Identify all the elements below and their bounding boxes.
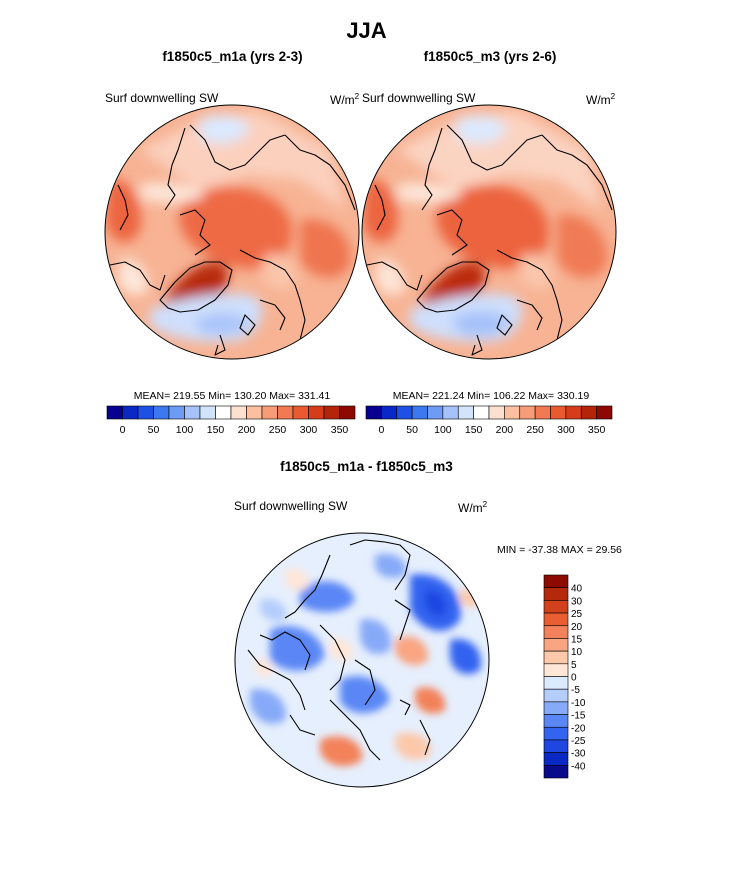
panel3-colorbar-tick-label: 40 [571,584,583,595]
panel1-colorbar-swatch [261,405,278,420]
panel2-colorbar-tick-label: 100 [434,424,452,436]
panel3-colorbar-swatch [543,625,569,639]
panel1-colorbar-swatch [215,405,232,420]
panel2-colorbar-tick-label: 150 [465,424,483,436]
panel1-colorbar-tick-label: 200 [238,424,256,436]
panel3-colorbar-tick-label: -15 [571,711,586,722]
panel3-colorbar-swatch [543,574,569,588]
panel1-colorbar-swatch [199,405,216,420]
panel3-colorbar-tick-label: 10 [571,647,583,658]
panel2-colorbar-tick-label: 250 [526,424,544,436]
panel3-case-title: f1850c5_m1a - f1850c5_m3 [280,459,453,474]
panel2-variable-label: Surf downwelling SW [362,91,476,105]
panel3-colorbar-swatch [543,688,569,703]
panel3-colorbar-tick-label: -10 [571,698,586,709]
panel1-units: W/m2 [330,92,360,107]
panel3-colorbar-tick-label: 25 [571,609,583,620]
panel3-colorbar-swatch [543,650,569,665]
panel2-colorbar-tick-label: 0 [378,424,384,436]
panel2-colorbar-tick-label: 350 [588,424,606,436]
panel3-colorbar-swatch [543,701,569,715]
panel1-colorbar-swatch [246,405,263,420]
figure-title: JJA [346,18,387,43]
panel2-colorbar-swatch [381,405,398,420]
panel3-colorbar-swatch [543,612,569,627]
panel1-colorbar-tick-label: 100 [176,424,194,436]
panel2-colorbar-swatch [396,405,413,420]
panel1-colorbar-tick-label: 50 [148,424,160,436]
panel1-stats: MEAN= 219.55 Min= 130.20 Max= 331.41 [133,390,331,402]
panel3-minmax: MIN = -37.38 MAX = 29.56 [497,544,622,556]
panel2-colorbar-swatch [427,405,444,420]
panel2-colorbar-swatch [565,405,582,420]
panel3-colorbar-swatch [543,726,569,741]
panel1-colorbar-tick-label: 150 [207,424,225,436]
panel1-colorbar-swatch [184,405,201,420]
panel3-colorbar-tick-label: 30 [571,596,583,607]
panel2-colorbar-swatch [488,405,505,420]
panel1-colorbar-swatch [122,405,139,420]
panel3-colorbar-tick-label: -30 [571,749,586,760]
panel1-colorbar-swatch [339,405,356,420]
panel3-colorbar-tick-label: 0 [571,673,577,684]
panel3-colorbar-swatch [543,714,569,728]
panel2-colorbar-tick-label: 200 [496,424,514,436]
panel3-colorbar-swatch [543,739,569,753]
panel1-colorbar-swatch [308,405,325,420]
panel2-colorbar-swatch [457,405,474,420]
panel2-colorbar-swatch [473,405,490,420]
panel1-variable-label: Surf downwelling SW [105,91,219,105]
panel2-case-title: f1850c5_m3 (yrs 2-6) [423,49,557,64]
panel1-colorbar-tick-label: 300 [300,424,318,436]
panel2-stats: MEAN= 221.24 Min= 106.22 Max= 330.19 [392,390,590,402]
panel3-colorbar-tick-label: -20 [571,723,586,734]
panel2-map [361,104,617,360]
panel2-colorbar-tick-label: 50 [406,424,418,436]
panel3-colorbar-tick-label: -5 [571,685,580,696]
panel3-colorbar-tick-label: 5 [571,660,577,671]
panel3-variable-label: Surf downwelling SW [234,499,348,513]
panel1-colorbar-swatch [168,405,185,420]
panel3-colorbar-swatch [543,752,569,766]
panel3-colorbar-swatch [543,600,569,614]
panel1-case-title: f1850c5_m1a (yrs 2-3) [162,49,303,64]
panel1-colorbar-tick-label: 250 [269,424,287,436]
panel2-colorbar: 0 50 100 150 200 250 300 350 [365,405,613,436]
panel3-colorbar-tick-label: 15 [571,634,583,645]
panel1-colorbar-swatch [137,405,154,420]
panel2-colorbar-swatch [442,405,459,420]
panel2-colorbar-swatch [365,405,382,420]
panel1-colorbar-swatch [153,405,170,420]
panel3-colorbar-tick-label: -25 [571,736,586,747]
panel2-colorbar-swatch [534,405,551,420]
panel1-colorbar-swatch [323,405,340,420]
panel1-colorbar-swatch [292,405,309,420]
panel1-colorbar-swatch [106,405,123,420]
panel3-colorbar-tick-label: -40 [571,761,586,772]
panel1-colorbar-swatch [277,405,294,420]
panel3-units: W/m2 [458,500,488,515]
panel2-units: W/m2 [586,92,616,107]
panel3-colorbar-swatch [543,587,569,601]
panel1-colorbar-tick-label: 0 [120,424,126,436]
panel2-colorbar-swatch [596,405,613,420]
panel1-map [104,104,360,360]
panel2-colorbar-swatch [580,405,597,420]
panel2-colorbar-swatch [519,405,536,420]
panel3-colorbar-swatch [543,676,569,690]
panel3-colorbar-swatch [543,765,569,779]
panel2-colorbar-swatch [550,405,567,420]
panel3-map [234,532,490,788]
panel2-colorbar-tick-label: 300 [557,424,575,436]
panel1-colorbar-swatch [230,405,247,420]
panel3-colorbar-swatch [543,663,569,677]
panel3-colorbar-swatch [543,638,569,652]
panel3-colorbar-tick-label: 20 [571,622,583,633]
panel2-colorbar-swatch [504,405,521,420]
panel1-colorbar-tick-label: 350 [331,424,349,436]
panel2-colorbar-swatch [411,405,428,420]
panel1-colorbar: 0 50 100 150 200 250 300 350 [106,405,356,436]
